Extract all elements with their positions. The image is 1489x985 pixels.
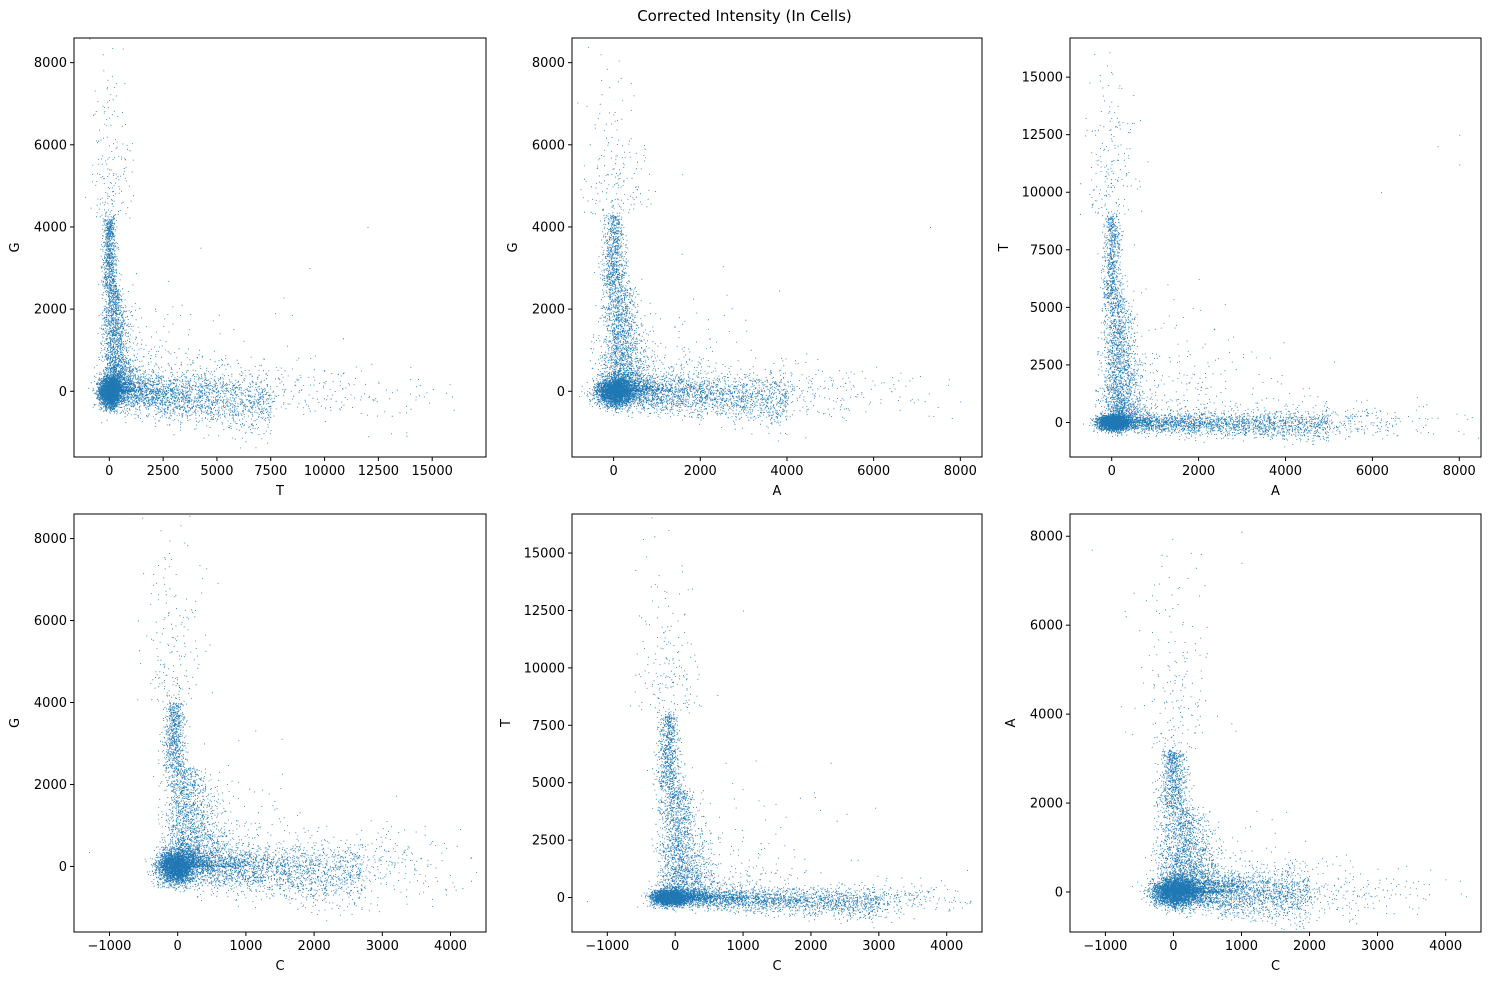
subplot-4: −1000 0 1000 2000 3000 4000 0 2000 4000 6000 8000 C… — [8, 472, 491, 974]
y-tick-label: 0 — [59, 860, 67, 875]
y-axis-label: G — [8, 718, 23, 728]
x-tick-label: 2000 — [298, 939, 331, 954]
x-tick-label: 2000 — [684, 464, 717, 479]
axes-frame — [1070, 514, 1481, 932]
y-tick-label: 8000 — [34, 532, 67, 547]
x-tick-label: 0 — [174, 939, 182, 954]
y-tick-label: 0 — [59, 385, 67, 400]
x-tick-label: 2000 — [794, 939, 827, 954]
x-tick-label: 2500 — [147, 464, 180, 479]
y-tick-label: 8000 — [532, 56, 565, 71]
x-tick-label: 1000 — [727, 939, 760, 954]
y-tick-label: 6000 — [1030, 619, 1063, 634]
y-tick-label: 2000 — [34, 778, 67, 793]
x-tick-label: −1000 — [87, 939, 131, 954]
axes-frame — [572, 38, 982, 457]
y-tick-label: 2500 — [1030, 358, 1063, 373]
x-tick-label: 6000 — [857, 464, 890, 479]
y-tick-label: 7500 — [532, 719, 565, 734]
subplot-1: 0 2500 5000 7500 10000 12500 15000 0 2000 4000 600… — [8, 11, 553, 499]
y-tick-label: 10000 — [1022, 186, 1063, 201]
x-tick-label: 4000 — [1429, 939, 1462, 954]
y-tick-label: 0 — [1055, 885, 1063, 900]
x-tick-label: 8000 — [944, 464, 977, 479]
y-tick-label: 0 — [557, 891, 565, 906]
x-tick-label: 5000 — [200, 464, 233, 479]
x-axis-label: T — [275, 484, 284, 499]
x-tick-label: 10000 — [304, 464, 345, 479]
y-tick-label: 8000 — [34, 56, 67, 71]
x-tick-label: 7500 — [254, 464, 287, 479]
y-tick-label: 5000 — [1030, 301, 1063, 316]
y-tick-label: 6000 — [532, 138, 565, 153]
x-tick-label: 3000 — [1361, 939, 1394, 954]
y-axis-label: G — [506, 242, 521, 252]
y-tick-label: 4000 — [1030, 708, 1063, 723]
scatter-points — [85, 11, 553, 449]
scatter-points — [89, 472, 491, 922]
y-tick-label: 8000 — [1030, 530, 1063, 545]
y-tick-label: 4000 — [34, 696, 67, 711]
y-tick-label: 15000 — [1022, 71, 1063, 86]
x-tick-label: 0 — [1108, 464, 1116, 479]
y-tick-label: 15000 — [524, 547, 565, 562]
axes-frame — [572, 514, 982, 932]
subplot-6: −1000 0 1000 2000 3000 4000 0 2000 4000 6000 8000 C… — [1004, 496, 1489, 974]
x-axis-label: A — [1271, 484, 1280, 499]
x-tick-label: 15000 — [412, 464, 453, 479]
x-axis-label: C — [1271, 959, 1280, 974]
x-tick-label: 0 — [671, 939, 679, 954]
y-axis-label: T — [499, 719, 514, 728]
subplot-2: 0 2000 4000 6000 8000 0 2000 4000 6000 8000 A G — [506, 26, 1006, 499]
x-axis-label: C — [772, 959, 781, 974]
x-tick-label: 1000 — [1225, 939, 1258, 954]
x-tick-label: 3000 — [862, 939, 895, 954]
y-tick-label: 6000 — [34, 614, 67, 629]
x-tick-label: 2000 — [1182, 464, 1215, 479]
scatter-points — [587, 499, 972, 928]
y-tick-label: 2500 — [532, 834, 565, 849]
x-tick-label: 3000 — [366, 939, 399, 954]
scatter-points — [571, 26, 1006, 442]
x-tick-label: 4000 — [930, 939, 963, 954]
y-tick-label: 12500 — [524, 604, 565, 619]
subplot-5: −1000 0 1000 2000 3000 4000 0 2500 5000 7500 10000… — [499, 499, 982, 974]
y-tick-label: 0 — [557, 385, 565, 400]
x-tick-label: 0 — [105, 464, 113, 479]
y-tick-label: 2000 — [532, 303, 565, 318]
x-tick-label: 0 — [609, 464, 617, 479]
scatter-points — [1061, 52, 1489, 447]
y-tick-label: 12500 — [1022, 128, 1063, 143]
y-tick-label: 5000 — [532, 776, 565, 791]
y-tick-label: 2000 — [1030, 797, 1063, 812]
x-tick-label: 6000 — [1356, 464, 1389, 479]
y-tick-label: 4000 — [34, 220, 67, 235]
y-tick-label: 4000 — [532, 220, 565, 235]
x-tick-label: 12500 — [358, 464, 399, 479]
x-tick-label: −1000 — [585, 939, 629, 954]
axes-frame — [74, 38, 486, 457]
x-tick-label: 4000 — [434, 939, 467, 954]
subplot-3: 0 2000 4000 6000 8000 0 2500 5000 7500 10000 12500… — [997, 38, 1489, 499]
y-tick-label: 2000 — [34, 303, 67, 318]
x-tick-label: 8000 — [1443, 464, 1476, 479]
x-tick-label: 2000 — [1293, 939, 1326, 954]
y-tick-label: 0 — [1055, 416, 1063, 431]
x-axis-label: A — [773, 484, 782, 499]
x-tick-label: 1000 — [229, 939, 262, 954]
x-tick-label: 4000 — [770, 464, 803, 479]
axes-frame — [74, 514, 486, 932]
y-tick-label: 10000 — [524, 661, 565, 676]
y-axis-label: G — [8, 242, 23, 252]
y-axis-label: A — [1004, 718, 1019, 727]
y-axis-label: T — [997, 243, 1012, 252]
y-tick-label: 6000 — [34, 138, 67, 153]
x-tick-label: 0 — [1169, 939, 1177, 954]
x-axis-label: C — [275, 959, 284, 974]
y-tick-label: 7500 — [1030, 243, 1063, 258]
scatter-points — [1092, 496, 1489, 941]
x-tick-label: −1000 — [1083, 939, 1127, 954]
x-tick-label: 4000 — [1269, 464, 1302, 479]
